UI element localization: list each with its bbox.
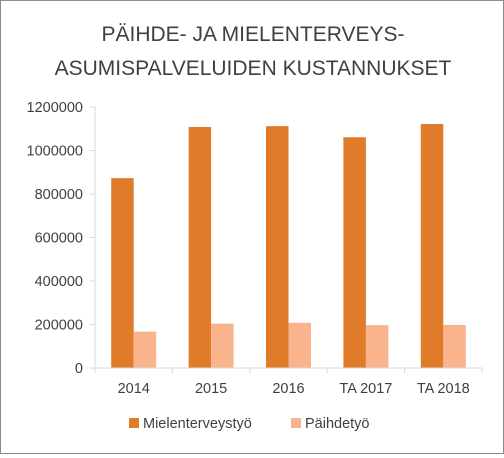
- bar-paihdetyo-0: [133, 331, 157, 368]
- y-tick-label: 1000000: [27, 144, 83, 160]
- legend-label-mielenterveystyo: Mielenterveystyö: [143, 416, 252, 432]
- bar-mielenterveystyo-2: [266, 126, 289, 368]
- legend-swatch-mielenterveystyo: [129, 418, 139, 428]
- y-tick-label: 0: [75, 361, 83, 377]
- legend-swatch-paihdetyo: [291, 418, 301, 428]
- bar-mielenterveystyo-4: [420, 123, 444, 368]
- x-category-label: 2015: [195, 381, 227, 397]
- y-tick-label: 1200000: [27, 100, 83, 116]
- chart-title-line-1: PÄIHDE- JA MIELENTERVEYS-: [101, 23, 404, 46]
- bar-paihdetyo-1: [211, 323, 234, 368]
- x-category-label: TA 2018: [417, 381, 470, 397]
- x-category-label: TA 2017: [339, 381, 392, 397]
- bar-paihdetyo-4: [443, 324, 466, 368]
- x-category-label: 2016: [272, 381, 304, 397]
- bar-mielenterveystyo-1: [188, 127, 212, 368]
- y-tick-label: 400000: [35, 274, 83, 290]
- y-tick-label: 800000: [35, 187, 83, 203]
- bar-mielenterveystyo-0: [111, 178, 134, 368]
- bar-paihdetyo-2: [288, 322, 311, 368]
- y-tick-label: 600000: [35, 231, 83, 247]
- chart-title-line-2: ASUMISPALVELUIDEN KUSTANNUKSET: [55, 57, 452, 80]
- x-category-label: 2014: [118, 381, 150, 397]
- y-tick-label: 200000: [35, 318, 83, 334]
- bar-paihdetyo-3: [365, 325, 389, 368]
- legend: Mielenterveystyö Päihdetyö: [129, 416, 370, 432]
- bar-mielenterveystyo-3: [343, 137, 366, 368]
- legend-label-paihdetyo: Päihdetyö: [305, 416, 370, 432]
